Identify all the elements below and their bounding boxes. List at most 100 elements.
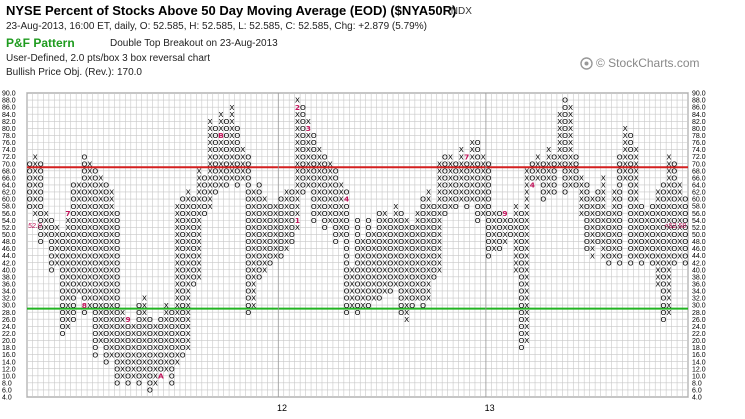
o-box: O — [420, 272, 426, 281]
x-box: X — [634, 216, 639, 225]
o-box: O — [223, 131, 229, 140]
x-box: X — [55, 258, 60, 267]
y-tick-right: 90.0 — [692, 91, 706, 98]
o-box: 4 — [530, 181, 535, 190]
o-box: O — [202, 188, 208, 197]
x-box: X — [557, 117, 562, 126]
o-box: O — [671, 223, 677, 232]
o-box: O — [431, 265, 437, 274]
o-box: 8 — [82, 301, 87, 310]
x-box: X — [634, 237, 639, 246]
o-box: O — [671, 181, 677, 190]
o-box: O — [180, 258, 186, 267]
x-box: X — [437, 166, 442, 175]
x-box: X — [360, 287, 365, 296]
o-box: O — [49, 237, 55, 246]
o-box: O — [180, 195, 186, 204]
o-box: O — [584, 202, 590, 211]
x-box: X — [251, 294, 256, 303]
o-box: O — [486, 202, 492, 211]
o-box: O — [420, 216, 426, 225]
x-box: X — [284, 244, 289, 253]
x-box: X — [76, 265, 81, 274]
o-box: O — [38, 209, 44, 218]
o-box: O — [595, 223, 601, 232]
x-box: X — [175, 308, 180, 317]
x-box: X — [207, 181, 212, 190]
o-box: O — [114, 350, 120, 359]
x-box: X — [142, 301, 147, 310]
o-box: O — [464, 166, 470, 175]
y-tick-right: 68.0 — [692, 168, 706, 175]
o-box: O — [38, 216, 44, 225]
o-box: O — [125, 322, 131, 331]
x-box: X — [492, 237, 497, 246]
x-box: X — [524, 322, 529, 331]
y-tick-right: 80.0 — [692, 126, 706, 133]
x-box: X — [120, 343, 125, 352]
x-box: X — [612, 223, 617, 232]
x-box: X — [98, 322, 103, 331]
x-box: X — [87, 209, 92, 218]
o-box: O — [114, 301, 120, 310]
o-box: O — [486, 181, 492, 190]
x-box: X — [153, 343, 158, 352]
o-box: O — [322, 216, 328, 225]
o-box: O — [464, 174, 470, 183]
o-box: O — [376, 272, 382, 281]
o-box: O — [103, 251, 109, 260]
x-box: X — [404, 308, 409, 317]
x-box: X — [612, 237, 617, 246]
o-box: O — [278, 244, 284, 253]
x-box: X — [131, 364, 136, 373]
o-box: O — [355, 265, 361, 274]
x-box: X — [666, 181, 671, 190]
o-box: O — [551, 159, 557, 168]
o-box: O — [639, 209, 645, 218]
x-box: X — [207, 174, 212, 183]
o-box: O — [660, 301, 666, 310]
o-box: O — [551, 174, 557, 183]
x-box: X — [349, 301, 354, 310]
o-box: O — [376, 251, 382, 260]
o-box: O — [475, 145, 481, 154]
o-box: O — [213, 174, 219, 183]
x-box: X — [109, 322, 114, 331]
o-box: O — [333, 237, 339, 246]
x-box: X — [393, 272, 398, 281]
o-box: O — [355, 287, 361, 296]
x-box: X — [437, 159, 442, 168]
o-box: O — [366, 237, 372, 246]
o-box: O — [245, 152, 251, 161]
y-tick-left: 16.0 — [2, 352, 16, 359]
o-box: O — [191, 230, 197, 239]
x-box: X — [284, 195, 289, 204]
o-box: O — [245, 287, 251, 296]
x-box: X — [470, 138, 475, 147]
o-box: O — [562, 103, 568, 112]
x-box: X — [481, 152, 486, 161]
o-box: O — [158, 343, 164, 352]
o-box: O — [562, 174, 568, 183]
o-box: O — [606, 216, 612, 225]
o-box: O — [300, 124, 306, 133]
o-box: O — [114, 364, 120, 373]
o-box: O — [322, 174, 328, 183]
o-box: O — [682, 258, 688, 267]
o-box: O — [191, 202, 197, 211]
x-box: X — [339, 230, 344, 239]
o-box: O — [245, 244, 251, 253]
x-box: X — [426, 195, 431, 204]
x-box: X — [229, 174, 234, 183]
x-box: X — [666, 294, 671, 303]
x-box: X — [120, 315, 125, 324]
o-box: O — [103, 195, 109, 204]
x-box: X — [666, 265, 671, 274]
o-box: O — [180, 322, 186, 331]
x-box: X — [240, 145, 245, 154]
o-box: O — [202, 202, 208, 211]
x-box: X — [623, 124, 628, 133]
x-box: X — [393, 251, 398, 260]
o-box: O — [245, 308, 251, 317]
x-box: X — [142, 357, 147, 366]
